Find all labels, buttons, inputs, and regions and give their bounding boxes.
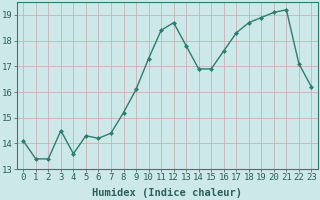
X-axis label: Humidex (Indice chaleur): Humidex (Indice chaleur) (92, 188, 242, 198)
